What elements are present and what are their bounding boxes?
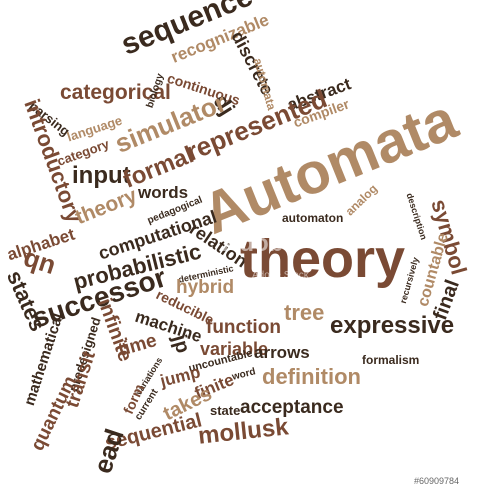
stock-id: #60909784	[414, 476, 460, 486]
word-variable: variable	[200, 339, 269, 359]
word-ead: ead	[87, 425, 130, 477]
word-theory-small: theory	[72, 183, 141, 230]
word-input: input	[72, 162, 131, 189]
word-automaton: automaton	[282, 211, 344, 225]
word-mollusk: mollusk	[196, 413, 290, 450]
word-acceptance: acceptance	[240, 397, 344, 418]
word-words: words	[138, 183, 189, 202]
word-definition: definition	[262, 364, 361, 389]
word-formalism: formalism	[362, 353, 420, 367]
word-jp: jp	[167, 332, 194, 356]
word-state: state	[210, 403, 241, 418]
word-description: description	[404, 191, 429, 241]
word-hybrid: hybrid	[176, 277, 235, 298]
word-theory-big: theory	[240, 229, 406, 289]
word-categorical: categorical	[60, 81, 171, 104]
word-tree: tree	[284, 300, 325, 325]
word-word: word	[230, 366, 257, 383]
word-arrows: arrows	[254, 343, 310, 362]
word-function: function	[206, 317, 281, 338]
word-expressive: expressive	[330, 312, 455, 339]
